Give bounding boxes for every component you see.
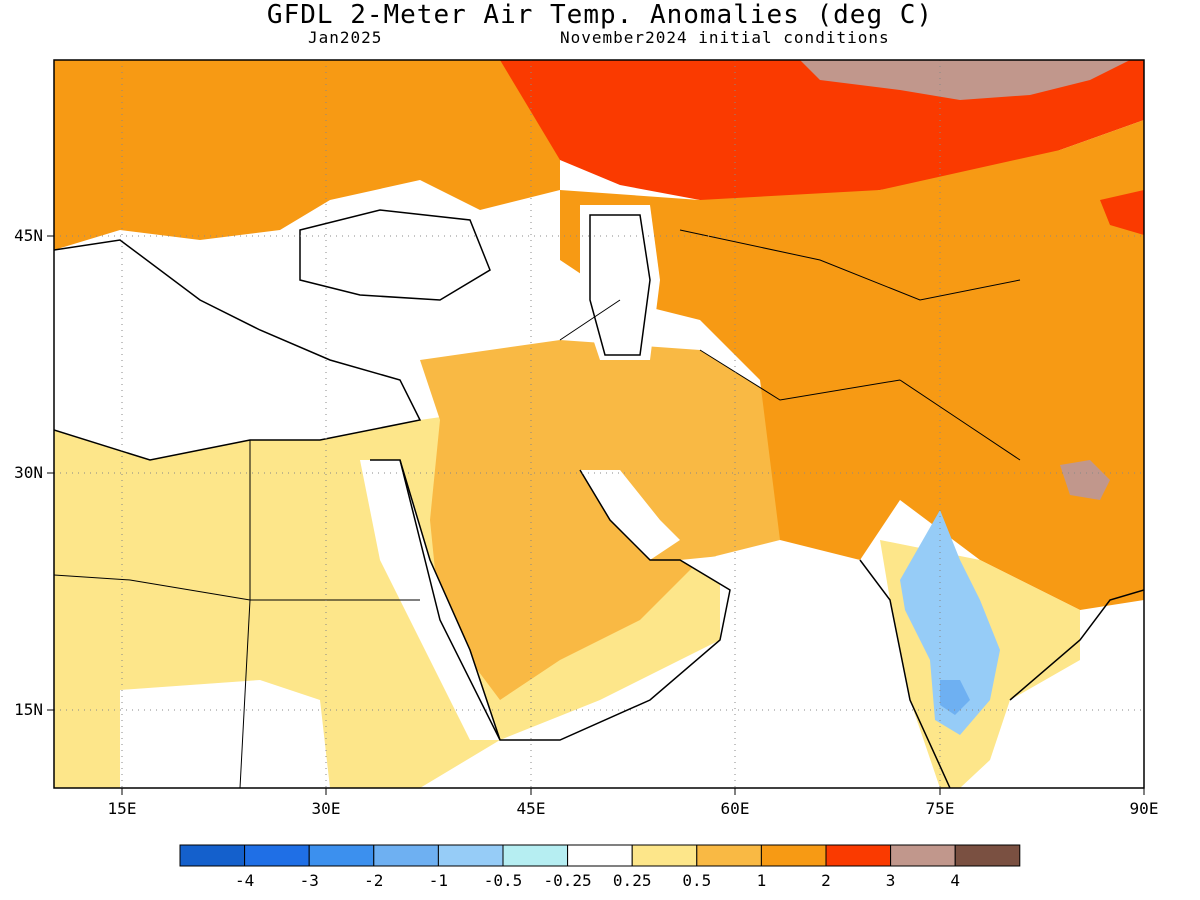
lon-label-60E: 60E <box>721 799 750 818</box>
region-central-asia <box>560 120 1144 500</box>
coastlines <box>54 209 1144 788</box>
sahel-white <box>120 680 330 788</box>
lon-label-45E: 45E <box>517 799 546 818</box>
gridlines <box>54 60 1144 788</box>
coastline-black-sea <box>299 209 491 301</box>
region-east-red <box>1100 190 1144 235</box>
colorbar-label: 3 <box>886 871 896 890</box>
initial-conditions-label: November2024 initial conditions <box>560 28 890 47</box>
lat-label-30N: 30N <box>14 463 43 482</box>
coastline-mediterranean <box>54 239 422 461</box>
tick-marks <box>47 235 1145 795</box>
colorbar-label: -2 <box>364 871 383 890</box>
map-title: GFDL 2-Meter Air Temp. Anomalies (deg C) <box>266 0 934 30</box>
map-frame <box>53 59 1145 789</box>
colorbar-label: -0.5 <box>484 871 523 890</box>
lat-label-45N: 45N <box>14 226 43 245</box>
colorbar-label: -4 <box>235 871 254 890</box>
anomaly-field <box>54 60 1144 788</box>
colorbar-label: -1 <box>429 871 448 890</box>
colorbar-swatch <box>437 844 504 867</box>
colorbar-label: 4 <box>950 871 960 890</box>
colorbar-swatch <box>631 844 698 867</box>
colorbar: -4 -3 -2 -1 -0.5 -0.25 0.25 0.5 1 2 3 4 <box>179 844 1021 890</box>
lon-label-75E: 75E <box>926 799 955 818</box>
colorbar-label: -0.25 <box>544 871 592 890</box>
lat-label-15N: 15N <box>14 700 43 719</box>
colorbar-swatch <box>244 844 310 867</box>
region-india-cool <box>900 510 1000 735</box>
caspian-sea <box>580 205 660 360</box>
colorbar-swatch <box>502 844 569 867</box>
colorbar-swatch <box>954 844 1021 867</box>
colorbar-label: 0.5 <box>682 871 711 890</box>
colorbar-swatch <box>760 844 827 867</box>
colorbar-swatch <box>373 844 439 867</box>
colorbar-swatch <box>825 844 892 867</box>
persian-gulf <box>580 470 680 560</box>
mediterranean <box>54 240 420 460</box>
arabian-sea <box>520 550 940 788</box>
region-pakistan <box>760 380 1144 610</box>
colorbar-swatch <box>308 844 375 867</box>
coastline-india <box>859 559 1144 788</box>
lon-label-90E: 90E <box>1130 799 1159 818</box>
colorbar-swatch <box>567 844 633 867</box>
region-tibet-extreme <box>1060 460 1110 500</box>
lon-label-30E: 30E <box>312 799 341 818</box>
border-lines <box>54 229 1021 788</box>
colorbar-swatch <box>696 844 762 867</box>
colorbar-swatch <box>179 844 246 867</box>
region-siberia-extreme <box>800 60 1130 100</box>
region-india-cool-core <box>940 680 970 715</box>
region-europe-west <box>54 60 560 250</box>
region-middle-east <box>420 340 780 700</box>
colorbar-label: -3 <box>300 871 319 890</box>
colorbar-label: 0.25 <box>613 871 652 890</box>
coastline-red-sea <box>370 459 501 741</box>
coastline-arabia <box>399 459 731 741</box>
coastline-caspian <box>589 214 651 356</box>
colorbar-label: 2 <box>821 871 831 890</box>
colorbar-label: 1 <box>757 871 767 890</box>
valid-month-label: Jan2025 <box>308 28 383 47</box>
colorbar-swatch <box>890 844 956 867</box>
lon-label-15E: 15E <box>108 799 137 818</box>
black-sea <box>300 210 490 300</box>
